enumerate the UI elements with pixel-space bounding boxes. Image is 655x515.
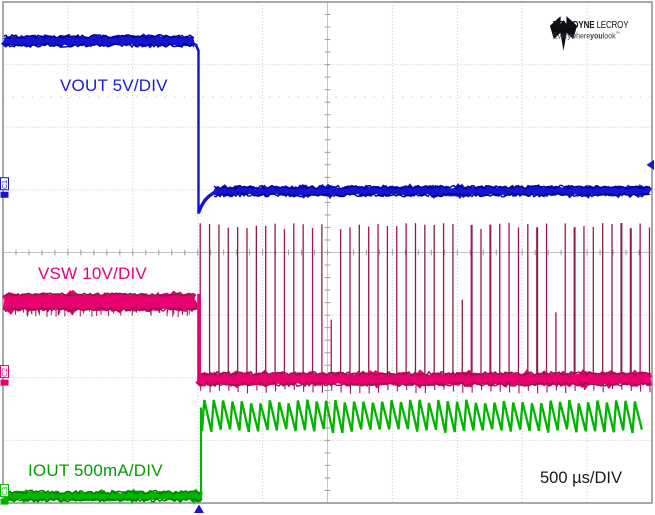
c1-offset-marker[interactable]: C1 <box>0 177 9 198</box>
svg-text:C2: C2 <box>2 368 9 377</box>
trigger-level-marker[interactable] <box>646 159 655 170</box>
c2-vsw-trace <box>2 222 653 394</box>
svg-text:C3: C3 <box>2 487 9 496</box>
c3-iout-trace <box>3 399 644 505</box>
logo-brand: TELEDYNE LECROY <box>553 20 629 31</box>
timebase-label: 500 µs/DIV <box>540 469 622 487</box>
c2-offset-marker[interactable]: C2 <box>0 365 9 386</box>
iout-trace-label: IOUT 500mA/DIV <box>28 461 163 480</box>
teledyne-lecroy-logo: TELEDYNE LECROY Everywhereyoulook™ <box>549 15 647 51</box>
trigger-time-marker[interactable] <box>194 504 204 514</box>
logo-tagline: Everywhereyoulook™ <box>553 31 621 41</box>
svg-text:C1: C1 <box>2 180 9 189</box>
logo-text: TELEDYNE LECROY Everywhereyoulook™ <box>553 15 647 41</box>
c1-vout-trace <box>1 33 653 214</box>
vsw-trace-label: VSW 10V/DIV <box>38 264 147 283</box>
c3-offset-marker[interactable]: C3 <box>0 484 9 505</box>
vout-trace-label: VOUT 5V/DIV <box>60 76 168 95</box>
